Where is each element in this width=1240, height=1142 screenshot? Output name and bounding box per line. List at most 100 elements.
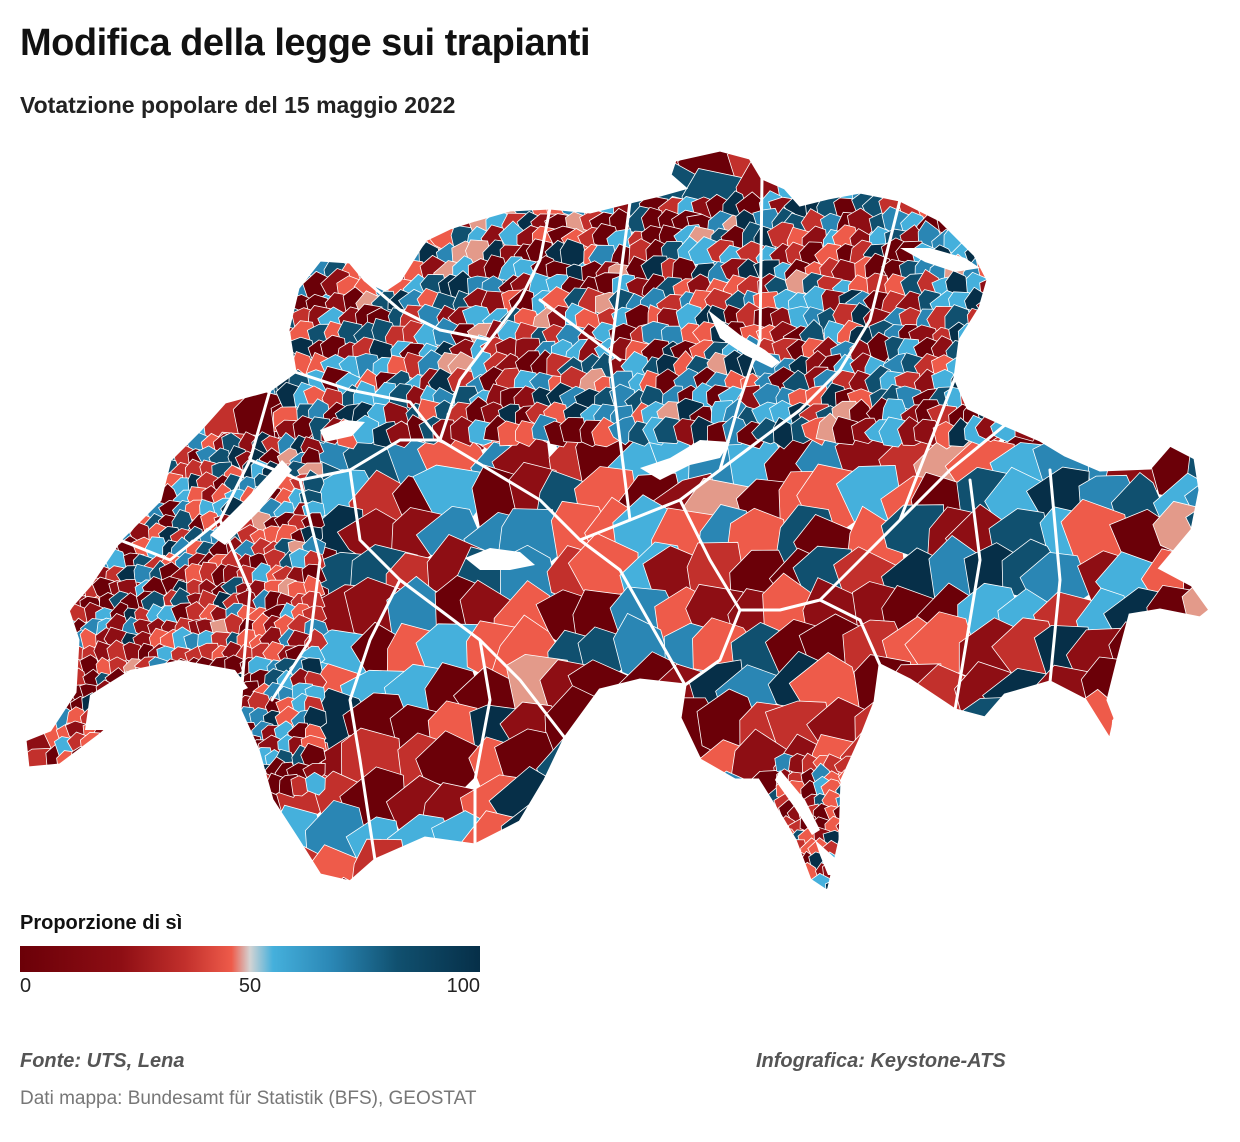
- municipality-cell: [1064, 203, 1132, 266]
- municipality-cell: [56, 513, 81, 537]
- municipality-cell: [1172, 232, 1210, 301]
- municipality-cell: [847, 800, 868, 823]
- municipality-cell: [960, 338, 986, 362]
- municipality-cell: [66, 449, 90, 471]
- municipality-cell: [25, 550, 76, 614]
- municipality-cell: [809, 887, 835, 892]
- municipality-cell: [1030, 150, 1097, 187]
- municipality-cell: [25, 316, 83, 373]
- municipality-cell: [159, 711, 185, 732]
- municipality-cell: [25, 276, 71, 332]
- municipality-cell: [1010, 289, 1038, 318]
- municipality-cell: [610, 738, 672, 803]
- municipality-cell: [55, 632, 79, 654]
- municipality-cell: [850, 887, 870, 892]
- municipality-cell: [1007, 400, 1035, 430]
- municipality-cell: [165, 304, 234, 376]
- municipality-cell: [394, 857, 452, 892]
- municipality-cell: [1010, 369, 1039, 399]
- municipality-cell: [236, 891, 308, 892]
- municipality-cell: [1150, 394, 1210, 452]
- municipality-cell: [68, 770, 91, 795]
- municipality-cell: [25, 848, 71, 892]
- municipality-cell: [549, 846, 603, 892]
- municipality-cell: [200, 776, 264, 841]
- municipality-cell: [226, 746, 248, 768]
- municipality-cell: [110, 385, 179, 448]
- municipality-cell: [957, 322, 991, 355]
- municipality-cell: [236, 758, 257, 782]
- source-note: Fonte: UTS, Lena: [20, 1050, 185, 1072]
- municipality-cell: [915, 849, 983, 892]
- municipality-cell: [323, 226, 349, 256]
- municipality-cell: [236, 159, 301, 238]
- municipality-cell: [25, 361, 79, 423]
- municipality-cell: [416, 150, 492, 189]
- municipality-cell: [122, 773, 144, 796]
- municipality-cell: [876, 814, 939, 880]
- municipality-cell: [119, 462, 142, 486]
- municipality-cell: [53, 445, 81, 469]
- municipality-cell: [158, 198, 221, 265]
- municipality-cell: [1069, 845, 1141, 892]
- municipality-cell: [890, 854, 951, 892]
- municipality-cell: [1150, 161, 1207, 228]
- municipality-cell: [973, 198, 1006, 224]
- municipality-cell: [305, 223, 335, 254]
- municipality-cell: [120, 276, 184, 346]
- municipality-cell: [1151, 209, 1210, 275]
- municipality-cell: [1065, 733, 1129, 799]
- municipality-cell: [80, 202, 146, 270]
- municipality-cell: [91, 847, 157, 892]
- municipality-cell: [1011, 322, 1041, 349]
- municipality-cell: [175, 706, 199, 731]
- municipality-cell: [37, 806, 104, 874]
- municipality-cell: [1030, 206, 1107, 268]
- municipality-cell: [1074, 150, 1141, 183]
- municipality-cell: [147, 710, 167, 734]
- municipality-cell: [350, 881, 411, 892]
- municipality-cell: [354, 241, 378, 268]
- municipality-cell: [108, 150, 186, 201]
- municipality-cell: [1150, 150, 1210, 197]
- municipality-cell: [456, 850, 523, 892]
- municipality-cell: [119, 761, 142, 785]
- municipality-cell: [1112, 725, 1182, 799]
- municipality-cell: [1171, 194, 1210, 262]
- municipality-cell: [387, 150, 451, 191]
- municipality-cell: [843, 150, 908, 180]
- municipality-cell: [319, 214, 351, 244]
- municipality-cell: [35, 344, 104, 414]
- municipality-cell: [980, 333, 1009, 366]
- municipality-cell: [25, 427, 67, 495]
- municipality-cell: [845, 849, 866, 872]
- municipality-cell: [785, 864, 807, 883]
- municipality-cell: [872, 884, 936, 892]
- legend-tick-mid: 50: [238, 975, 262, 997]
- municipality-cell: [1041, 321, 1110, 389]
- municipality-cell: [25, 244, 77, 306]
- municipality-cell: [919, 776, 988, 840]
- municipality-cell: [371, 209, 397, 240]
- municipality-cell: [120, 843, 194, 892]
- municipality-cell: [147, 723, 171, 746]
- municipality-cell: [798, 886, 820, 892]
- municipality-cell: [1138, 355, 1203, 429]
- municipality-cell: [802, 898, 873, 910]
- municipality-cell: [839, 838, 859, 861]
- municipality-cell: [447, 190, 476, 222]
- municipality-cell: [1180, 852, 1210, 892]
- municipality-cell: [1189, 171, 1210, 240]
- municipality-cell: [370, 242, 399, 269]
- municipality-cell: [1039, 697, 1097, 772]
- municipality-cell: [619, 837, 691, 892]
- municipality-cell: [192, 271, 259, 342]
- municipality-cell: [344, 167, 407, 239]
- municipality-cell: [586, 692, 652, 762]
- municipality-cell: [382, 194, 412, 227]
- municipality-cell: [848, 815, 871, 838]
- legend-color-scale: [20, 946, 480, 972]
- credit-note: Infografica: Keystone-ATS: [756, 1050, 1006, 1072]
- municipality-cell: [401, 208, 434, 238]
- municipality-cell: [121, 780, 178, 841]
